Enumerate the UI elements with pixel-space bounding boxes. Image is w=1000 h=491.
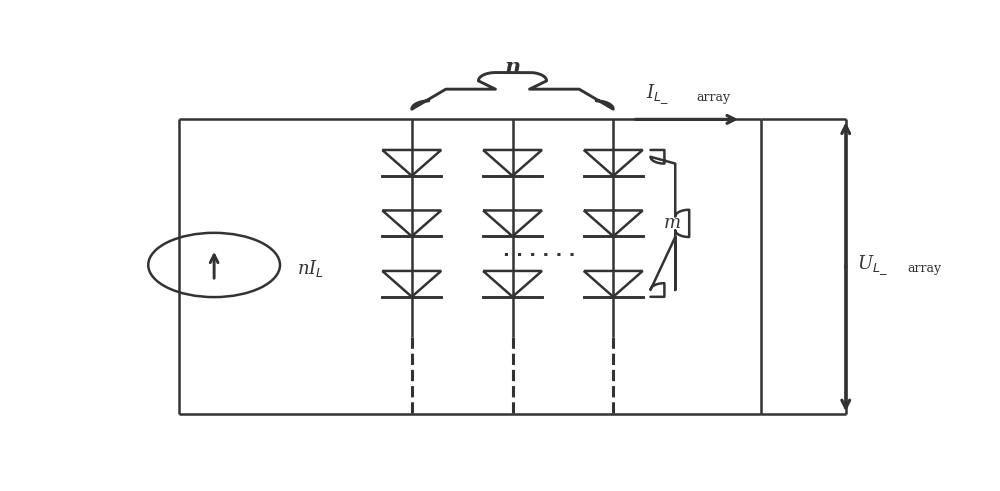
Text: array: array [908,262,942,275]
Text: m: m [664,215,681,232]
Text: I$_{L\_}$: I$_{L\_}$ [646,83,669,106]
Text: U$_{L\_}$: U$_{L\_}$ [857,253,888,277]
Text: · · · · · ·: · · · · · · [503,246,576,265]
Text: n: n [504,57,521,80]
Text: nI$_L$: nI$_L$ [297,258,324,279]
Text: array: array [696,91,730,104]
